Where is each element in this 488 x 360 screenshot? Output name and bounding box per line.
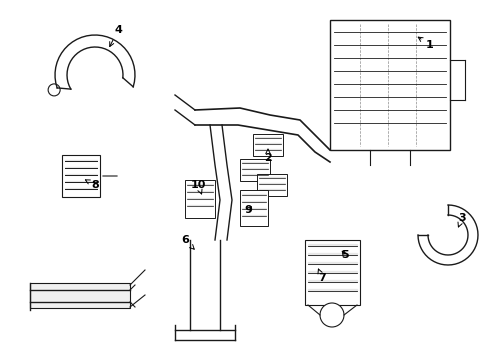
Text: 6: 6: [181, 235, 194, 249]
FancyBboxPatch shape: [30, 283, 130, 308]
FancyBboxPatch shape: [240, 190, 267, 226]
FancyBboxPatch shape: [184, 180, 215, 218]
Text: 9: 9: [244, 205, 251, 215]
Text: 1: 1: [417, 37, 433, 50]
FancyBboxPatch shape: [329, 20, 449, 150]
Circle shape: [48, 84, 60, 96]
Text: 7: 7: [317, 269, 325, 283]
Text: 8: 8: [85, 180, 99, 190]
Text: 2: 2: [264, 149, 271, 163]
FancyBboxPatch shape: [305, 240, 359, 305]
Circle shape: [319, 303, 343, 327]
FancyBboxPatch shape: [240, 159, 269, 181]
FancyBboxPatch shape: [62, 155, 100, 197]
Text: 10: 10: [190, 180, 205, 194]
FancyBboxPatch shape: [252, 134, 283, 156]
Text: 5: 5: [341, 250, 348, 260]
FancyBboxPatch shape: [257, 174, 286, 196]
Text: 3: 3: [457, 213, 465, 227]
Text: 4: 4: [109, 25, 122, 46]
